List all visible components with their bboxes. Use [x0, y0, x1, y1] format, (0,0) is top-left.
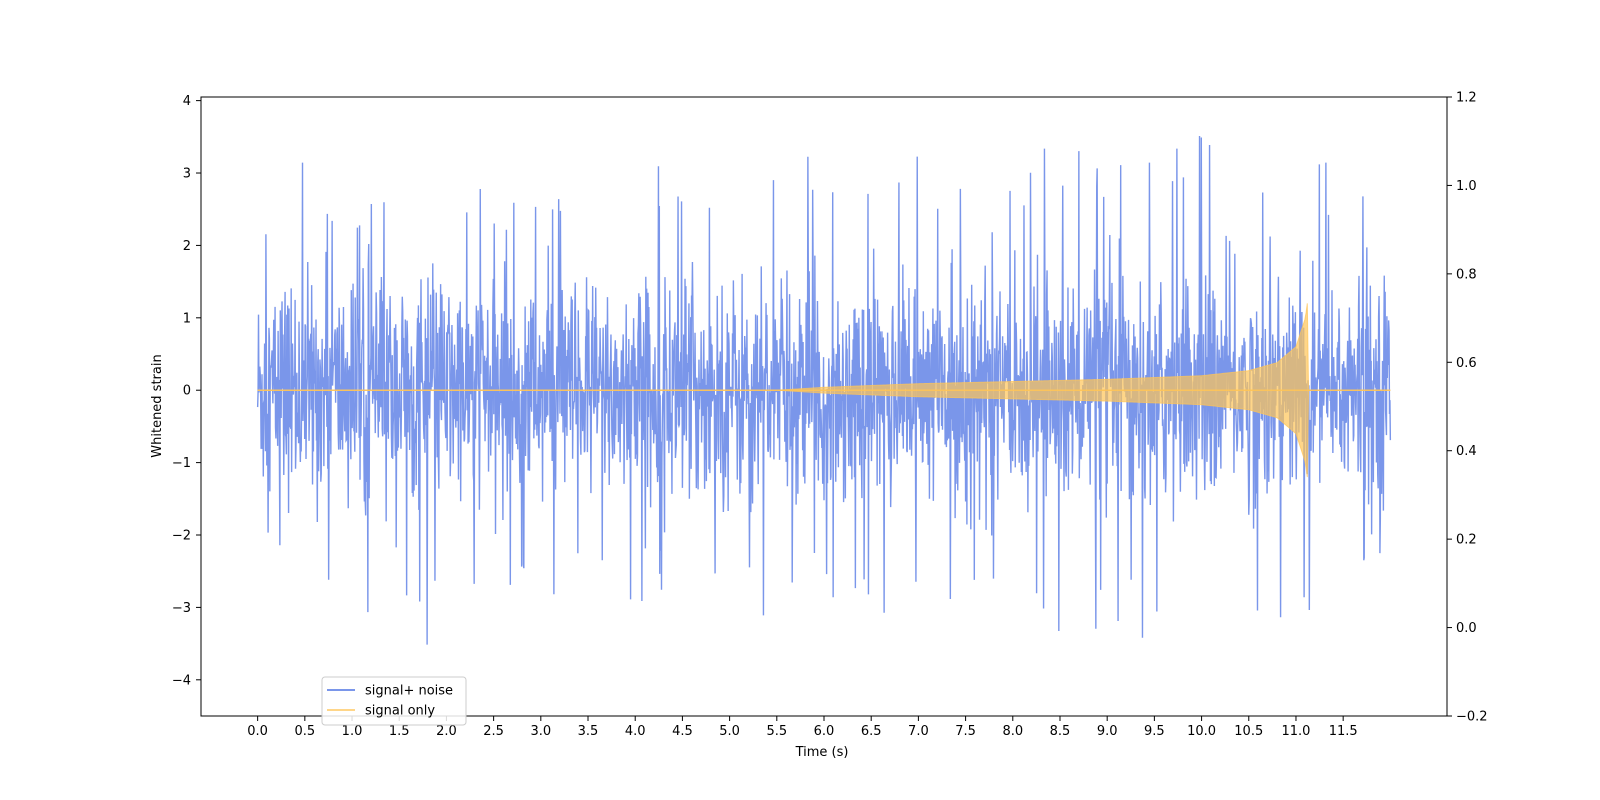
y-tick-label: 2	[183, 239, 191, 254]
x-tick-label: 0.0	[247, 724, 268, 739]
x-tick-label: 5.5	[766, 724, 787, 739]
legend: signal+ noise signal only	[321, 676, 467, 726]
x-tick-label: 9.0	[1097, 724, 1118, 739]
x-tick-label: 6.0	[814, 724, 835, 739]
y2-tick-label: 0.4	[1456, 444, 1477, 459]
y-tick-label: 3	[183, 167, 191, 182]
x-tick-label: 10.5	[1234, 724, 1263, 739]
series-layer	[256, 136, 1392, 645]
x-axis-label: Time (s)	[795, 745, 849, 760]
y2-tick-label: 0.2	[1456, 533, 1477, 548]
y-tick-label: −3	[172, 601, 191, 616]
x-tick-label: 7.5	[955, 724, 976, 739]
x-tick-label: 3.0	[530, 724, 551, 739]
x-tick-label: 1.0	[342, 724, 363, 739]
legend-label-signal-only: signal only	[365, 704, 435, 719]
x-tick-label: 11.5	[1329, 724, 1358, 739]
y-axis-left: −4 −3 −2 −1 0 1 2 3 4	[172, 94, 201, 688]
x-tick-label: 2.0	[436, 724, 457, 739]
y-axis-label: Whitened strain	[150, 354, 165, 457]
y-tick-label: −1	[172, 456, 191, 471]
y2-tick-label: 0.0	[1456, 621, 1477, 636]
x-tick-label: 3.5	[578, 724, 599, 739]
x-axis: 0.0 0.5 1.0 1.5 2.0 2.5 3.0 3.5 4.0 4.5 5.0 5.5 6.0 6…	[247, 716, 1358, 739]
y-tick-label: 4	[183, 94, 191, 109]
x-tick-label: 8.0	[1002, 724, 1023, 739]
x-tick-label: 6.5	[861, 724, 882, 739]
y-tick-label: 0	[183, 384, 191, 399]
x-tick-label: 1.5	[389, 724, 410, 739]
y-tick-label: 1	[183, 311, 191, 326]
x-tick-label: 8.5	[1050, 724, 1071, 739]
x-tick-label: 11.0	[1281, 724, 1310, 739]
y2-tick-label: 0.6	[1456, 356, 1477, 371]
x-tick-label: 5.0	[719, 724, 740, 739]
y2-tick-label: 0.8	[1456, 267, 1477, 282]
y-tick-label: −4	[172, 673, 191, 688]
y2-tick-label: −0.2	[1456, 710, 1488, 725]
x-tick-label: 4.5	[672, 724, 693, 739]
y-tick-label: −2	[172, 529, 191, 544]
x-tick-label: 0.5	[294, 724, 315, 739]
x-tick-label: 9.5	[1144, 724, 1165, 739]
x-tick-label: 10.0	[1187, 724, 1216, 739]
legend-label-signal-noise: signal+ noise	[365, 684, 453, 699]
x-tick-label: 4.0	[625, 724, 646, 739]
y-axis-right: −0.2 0.0 0.2 0.4 0.6 0.8 1.0 1.2	[1447, 91, 1488, 725]
x-tick-label: 7.0	[908, 724, 929, 739]
y2-tick-label: 1.2	[1456, 91, 1477, 106]
x-tick-label: 2.5	[483, 724, 504, 739]
y2-tick-label: 1.0	[1456, 179, 1477, 194]
legend-box	[321, 676, 467, 726]
series-line-signal-noise	[256, 136, 1392, 645]
